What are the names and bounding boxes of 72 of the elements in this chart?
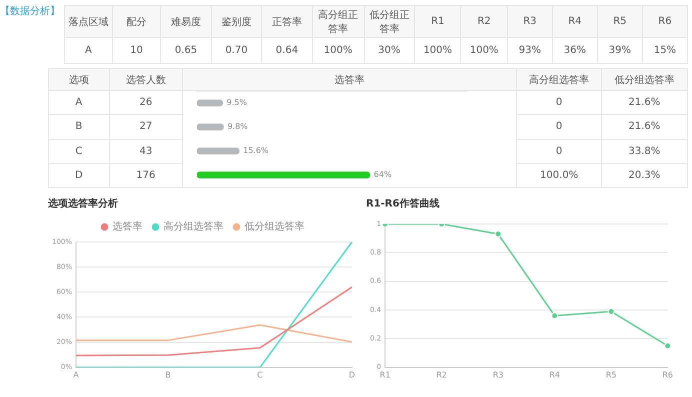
text: 100%: [414, 38, 461, 64]
text: 0.64: [262, 38, 312, 64]
text: 15%: [642, 38, 688, 64]
x-tick-label: R2: [436, 370, 447, 380]
text: 0.70: [211, 38, 262, 64]
bar: [196, 172, 370, 178]
text: 30%: [364, 38, 415, 64]
text: 21.6%: [601, 114, 688, 139]
x-tick-label: R1: [380, 370, 390, 380]
text: 低分组选答率: [601, 68, 688, 90]
text: 选答人数: [109, 68, 182, 90]
chart-title: 选项选答率分析: [47, 198, 118, 210]
category-label: 高分组正答率: [312, 6, 364, 38]
bar: [196, 148, 240, 154]
x-tick-label: R3: [492, 370, 504, 380]
bar: [196, 124, 224, 130]
x-axis-title: 选答率: [182, 68, 517, 90]
text: 0: [516, 114, 602, 139]
data-label: 64%: [374, 170, 392, 180]
data-label: 15.6%: [243, 146, 269, 156]
text: 0: [516, 90, 602, 115]
y-axis-title: 选项: [48, 68, 110, 90]
data-label: 9.8%: [227, 122, 248, 132]
text: 43: [109, 139, 182, 164]
y-tick-label: D: [48, 163, 110, 188]
text: 100.0%: [516, 163, 602, 188]
legend-label: 高分组选答率: [164, 220, 224, 233]
bar: [196, 100, 223, 106]
chart-title: R1-R6作答曲线: [366, 198, 440, 210]
x-tick-label: R6: [662, 370, 674, 380]
category-label: R1: [414, 6, 461, 38]
category-label: R2: [460, 6, 508, 38]
y-tick-label: C: [48, 139, 110, 164]
category-label: 难易度: [160, 6, 212, 38]
text: 176: [109, 163, 182, 188]
category-label: 低分组正答率: [364, 6, 415, 38]
text: 20.3%: [601, 163, 688, 188]
text: 【数据分析】: [0, 4, 60, 18]
y-tick-label: B: [48, 114, 110, 139]
category-label: 鉴别度: [211, 6, 262, 38]
text: 0: [516, 139, 602, 164]
category-label: 落点区域: [64, 6, 112, 38]
x-tick-label: C: [257, 370, 264, 380]
point: [664, 342, 672, 350]
legend-label: 选答率: [112, 220, 142, 233]
data-label: 9.5%: [226, 98, 248, 108]
category-label: R6: [642, 6, 688, 38]
text: 21.6%: [601, 90, 688, 115]
category-label: R4: [552, 6, 598, 38]
legend-label: 低分组选答率: [244, 220, 304, 233]
text: 27: [109, 114, 182, 139]
category-label: 配分: [112, 6, 161, 38]
text: 36%: [552, 38, 598, 64]
text: 0.65: [160, 38, 212, 64]
text: 10: [112, 38, 161, 64]
point: [551, 312, 558, 320]
text: 100%: [460, 38, 508, 64]
point: [494, 230, 502, 238]
text: 26: [109, 90, 182, 115]
x-tick-label: D: [348, 370, 356, 380]
x-tick-label: R4: [549, 370, 560, 380]
text: 100%: [312, 38, 364, 64]
x-tick-label: R5: [606, 370, 616, 380]
text: 93%: [507, 38, 552, 64]
category-label: R5: [597, 6, 642, 38]
text: 高分组选答率: [516, 68, 602, 90]
category-label: R3: [507, 6, 552, 38]
y-tick-label: A: [48, 90, 110, 115]
text: 39%: [597, 38, 642, 64]
category-label: 正答率: [262, 6, 312, 38]
text: 33.8%: [601, 139, 688, 164]
x-tick-label: B: [165, 370, 171, 380]
